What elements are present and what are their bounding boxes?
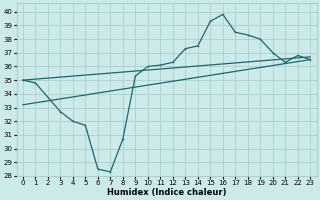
X-axis label: Humidex (Indice chaleur): Humidex (Indice chaleur) (107, 188, 226, 197)
